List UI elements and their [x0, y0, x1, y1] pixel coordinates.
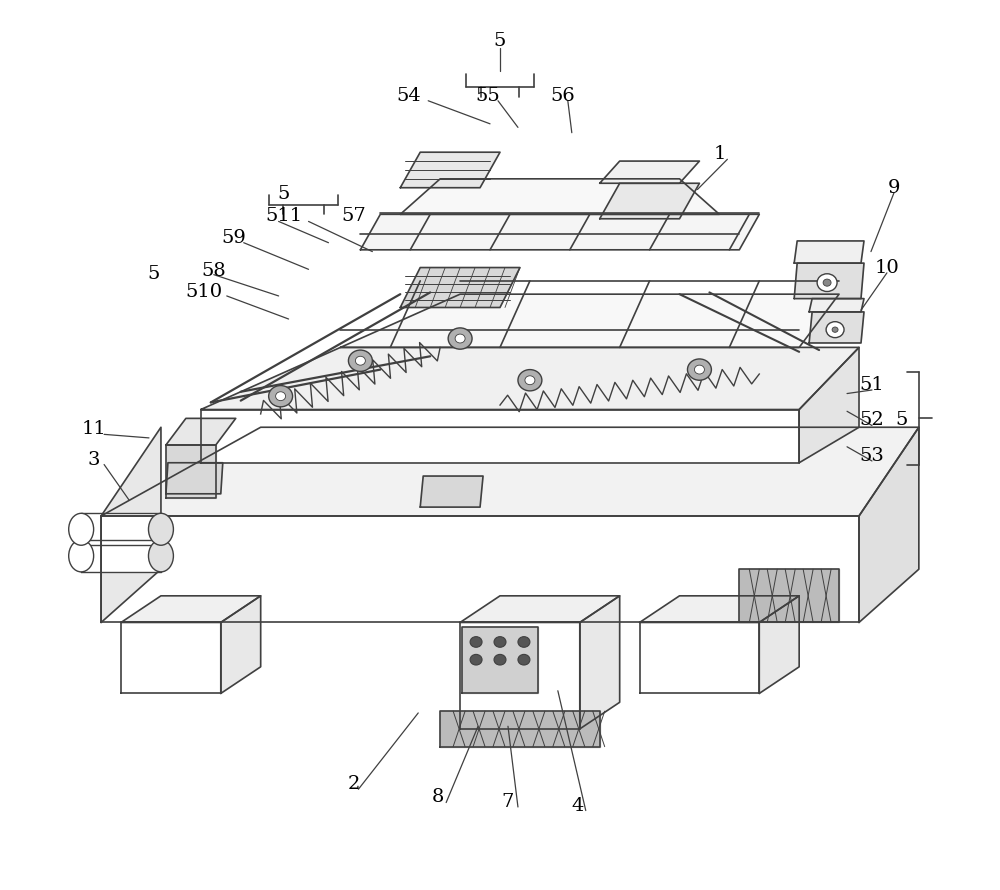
- Polygon shape: [640, 595, 799, 622]
- Circle shape: [455, 334, 465, 343]
- Polygon shape: [81, 514, 161, 546]
- Polygon shape: [440, 711, 600, 747]
- Polygon shape: [400, 179, 719, 214]
- Polygon shape: [166, 445, 216, 498]
- Text: 10: 10: [875, 259, 899, 277]
- Ellipse shape: [69, 540, 94, 572]
- Circle shape: [687, 359, 711, 380]
- Circle shape: [817, 274, 837, 292]
- Polygon shape: [400, 268, 520, 307]
- Circle shape: [518, 636, 530, 647]
- Polygon shape: [201, 347, 859, 409]
- Text: 11: 11: [82, 420, 107, 438]
- Text: 9: 9: [888, 179, 900, 197]
- Polygon shape: [580, 595, 620, 729]
- Polygon shape: [640, 622, 759, 693]
- Text: 5: 5: [896, 411, 908, 429]
- Polygon shape: [794, 263, 864, 299]
- Polygon shape: [600, 183, 699, 219]
- Circle shape: [826, 321, 844, 337]
- Polygon shape: [794, 241, 864, 263]
- Polygon shape: [809, 312, 864, 343]
- Polygon shape: [221, 595, 261, 693]
- Circle shape: [832, 327, 838, 332]
- Polygon shape: [340, 295, 839, 347]
- Text: 1: 1: [713, 145, 726, 163]
- Text: 7: 7: [502, 793, 514, 811]
- Text: 510: 510: [185, 282, 222, 301]
- Polygon shape: [400, 152, 500, 188]
- Text: 5: 5: [277, 185, 290, 203]
- Polygon shape: [201, 409, 799, 463]
- Text: 53: 53: [860, 447, 884, 465]
- Polygon shape: [166, 418, 236, 445]
- Text: 4: 4: [572, 797, 584, 815]
- Text: 3: 3: [88, 451, 100, 469]
- Circle shape: [494, 654, 506, 665]
- Circle shape: [355, 356, 365, 365]
- Circle shape: [823, 279, 831, 287]
- Polygon shape: [101, 427, 161, 622]
- Ellipse shape: [148, 514, 173, 546]
- Circle shape: [518, 369, 542, 391]
- Polygon shape: [600, 161, 699, 183]
- Polygon shape: [759, 595, 799, 693]
- Circle shape: [518, 654, 530, 665]
- Circle shape: [470, 636, 482, 647]
- Circle shape: [694, 365, 704, 374]
- Polygon shape: [81, 540, 161, 572]
- Text: 58: 58: [201, 262, 226, 280]
- Text: 59: 59: [221, 230, 246, 247]
- Polygon shape: [121, 595, 261, 622]
- Text: 5: 5: [494, 32, 506, 51]
- Text: 54: 54: [396, 87, 421, 105]
- Circle shape: [276, 392, 286, 401]
- Text: 511: 511: [265, 207, 302, 225]
- Text: 55: 55: [476, 87, 500, 105]
- Polygon shape: [360, 214, 759, 250]
- Polygon shape: [101, 427, 919, 516]
- Circle shape: [448, 328, 472, 349]
- Circle shape: [525, 376, 535, 384]
- Polygon shape: [460, 595, 620, 622]
- Circle shape: [348, 350, 372, 371]
- Circle shape: [494, 636, 506, 647]
- Text: 57: 57: [341, 207, 366, 225]
- Polygon shape: [462, 627, 538, 693]
- Circle shape: [269, 385, 293, 407]
- Text: 56: 56: [550, 87, 575, 105]
- Text: 52: 52: [860, 411, 884, 429]
- Polygon shape: [101, 516, 859, 622]
- Polygon shape: [799, 347, 859, 463]
- Ellipse shape: [148, 540, 173, 572]
- Ellipse shape: [69, 514, 94, 546]
- Circle shape: [470, 654, 482, 665]
- Polygon shape: [859, 427, 919, 622]
- Polygon shape: [166, 463, 223, 494]
- Text: 2: 2: [347, 775, 360, 793]
- Polygon shape: [121, 622, 221, 693]
- Text: 51: 51: [860, 376, 884, 393]
- Polygon shape: [460, 622, 580, 729]
- Polygon shape: [809, 299, 864, 312]
- Text: 8: 8: [432, 789, 444, 806]
- Polygon shape: [420, 476, 483, 507]
- Text: 5: 5: [148, 264, 160, 283]
- Polygon shape: [739, 570, 839, 622]
